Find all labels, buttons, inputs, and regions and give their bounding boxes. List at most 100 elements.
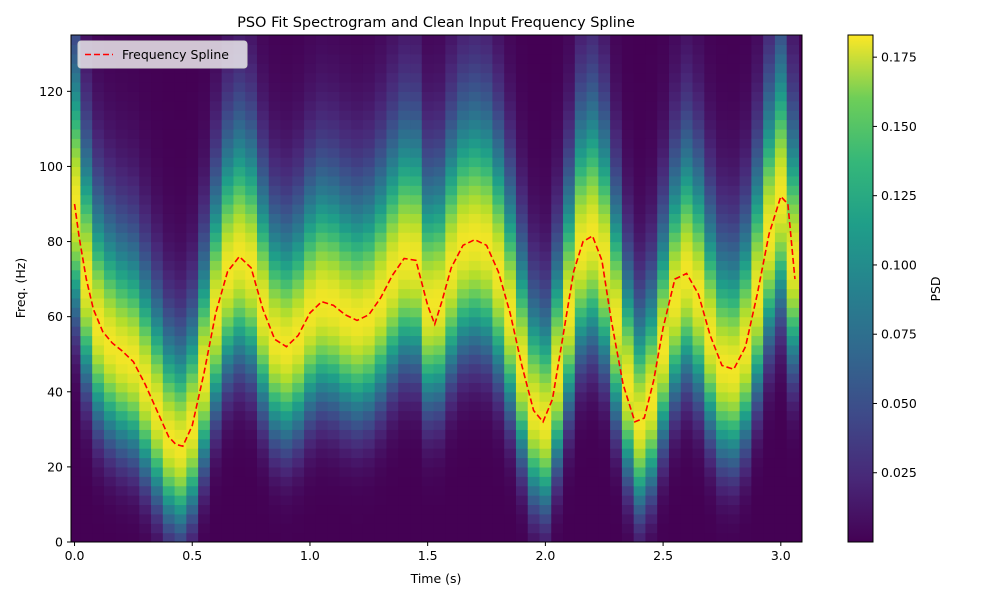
heatmap-cell: [92, 223, 104, 233]
heatmap-cell: [622, 129, 634, 139]
heatmap-cell: [163, 523, 175, 533]
heatmap-cell: [222, 335, 234, 345]
heatmap-cell: [622, 185, 634, 195]
heatmap-cell: [763, 335, 775, 345]
heatmap-cell: [316, 514, 328, 524]
heatmap-cell: [645, 486, 657, 496]
heatmap-cell: [257, 260, 269, 270]
heatmap-cell: [563, 101, 575, 111]
heatmap-cell: [528, 213, 540, 223]
heatmap-cell: [751, 317, 763, 327]
heatmap-cell: [634, 44, 646, 54]
heatmap-cell: [610, 129, 622, 139]
heatmap-cell: [292, 392, 304, 402]
heatmap-cell: [410, 364, 422, 374]
heatmap-cell: [669, 232, 681, 242]
heatmap-cell: [610, 411, 622, 421]
heatmap-cell: [328, 486, 340, 496]
heatmap-cell: [269, 204, 281, 214]
heatmap-cell: [704, 382, 716, 392]
heatmap-cell: [292, 91, 304, 101]
heatmap-cell: [669, 514, 681, 524]
heatmap-cell: [92, 401, 104, 411]
heatmap-cell: [728, 307, 740, 317]
heatmap-cell: [245, 495, 257, 505]
heatmap-cell: [540, 148, 552, 158]
heatmap-cell: [163, 476, 175, 486]
heatmap-cell: [222, 204, 234, 214]
heatmap-cell: [645, 166, 657, 176]
heatmap-cell: [92, 157, 104, 167]
heatmap-cell: [469, 448, 481, 458]
heatmap-cell: [245, 204, 257, 214]
heatmap-cell: [339, 157, 351, 167]
heatmap-cell: [104, 458, 116, 468]
heatmap-cell: [375, 533, 387, 543]
heatmap-cell: [151, 110, 163, 120]
heatmap-cell: [728, 401, 740, 411]
heatmap-cell: [222, 458, 234, 468]
heatmap-cell: [328, 354, 340, 364]
heatmap-cell: [339, 251, 351, 261]
heatmap-cell: [751, 195, 763, 205]
heatmap-cell: [740, 157, 752, 167]
heatmap-cell: [410, 35, 422, 45]
heatmap-cell: [669, 364, 681, 374]
heatmap-cell: [281, 289, 293, 299]
heatmap-cell: [481, 317, 493, 327]
heatmap-cell: [728, 195, 740, 205]
heatmap-cell: [504, 242, 516, 252]
heatmap-cell: [751, 166, 763, 176]
heatmap-cell: [151, 204, 163, 214]
heatmap-cell: [693, 120, 705, 130]
heatmap-cell: [528, 82, 540, 92]
heatmap-cell: [269, 317, 281, 327]
heatmap-cell: [175, 458, 187, 468]
heatmap-cell: [763, 458, 775, 468]
heatmap-cell: [787, 345, 799, 355]
heatmap-cell: [245, 439, 257, 449]
heatmap-cell: [763, 129, 775, 139]
heatmap-cell: [163, 458, 175, 468]
heatmap-cell: [257, 270, 269, 280]
heatmap-cell: [269, 458, 281, 468]
heatmap-cell: [281, 270, 293, 280]
heatmap-cell: [128, 429, 140, 439]
heatmap-cell: [551, 204, 563, 214]
heatmap-cell: [410, 213, 422, 223]
heatmap-cell: [222, 157, 234, 167]
heatmap-cell: [292, 279, 304, 289]
heatmap-cell: [540, 73, 552, 83]
heatmap-cell: [481, 476, 493, 486]
heatmap-cell: [269, 439, 281, 449]
heatmap-cell: [386, 195, 398, 205]
heatmap-cell: [139, 223, 151, 233]
heatmap-cell: [728, 476, 740, 486]
heatmap-cell: [292, 448, 304, 458]
heatmap-cell: [681, 82, 693, 92]
heatmap-cell: [481, 448, 493, 458]
heatmap-cell: [728, 439, 740, 449]
heatmap-cell: [398, 101, 410, 111]
heatmap-cell: [669, 392, 681, 402]
heatmap-cell: [198, 138, 210, 148]
heatmap-cell: [434, 82, 446, 92]
heatmap-cell: [763, 476, 775, 486]
heatmap-cell: [328, 495, 340, 505]
heatmap-cell: [728, 120, 740, 130]
heatmap-cell: [634, 429, 646, 439]
heatmap-cell: [316, 251, 328, 261]
heatmap-cell: [763, 54, 775, 64]
heatmap-cell: [763, 260, 775, 270]
heatmap-cell: [316, 63, 328, 73]
heatmap-cell: [622, 251, 634, 261]
heatmap-cell: [492, 514, 504, 524]
heatmap-cell: [681, 73, 693, 83]
heatmap-cell: [551, 486, 563, 496]
heatmap-cell: [434, 392, 446, 402]
heatmap-cell: [563, 335, 575, 345]
heatmap-cell: [704, 232, 716, 242]
heatmap-cell: [787, 458, 799, 468]
heatmap-cell: [775, 44, 787, 54]
heatmap-cell: [787, 533, 799, 543]
